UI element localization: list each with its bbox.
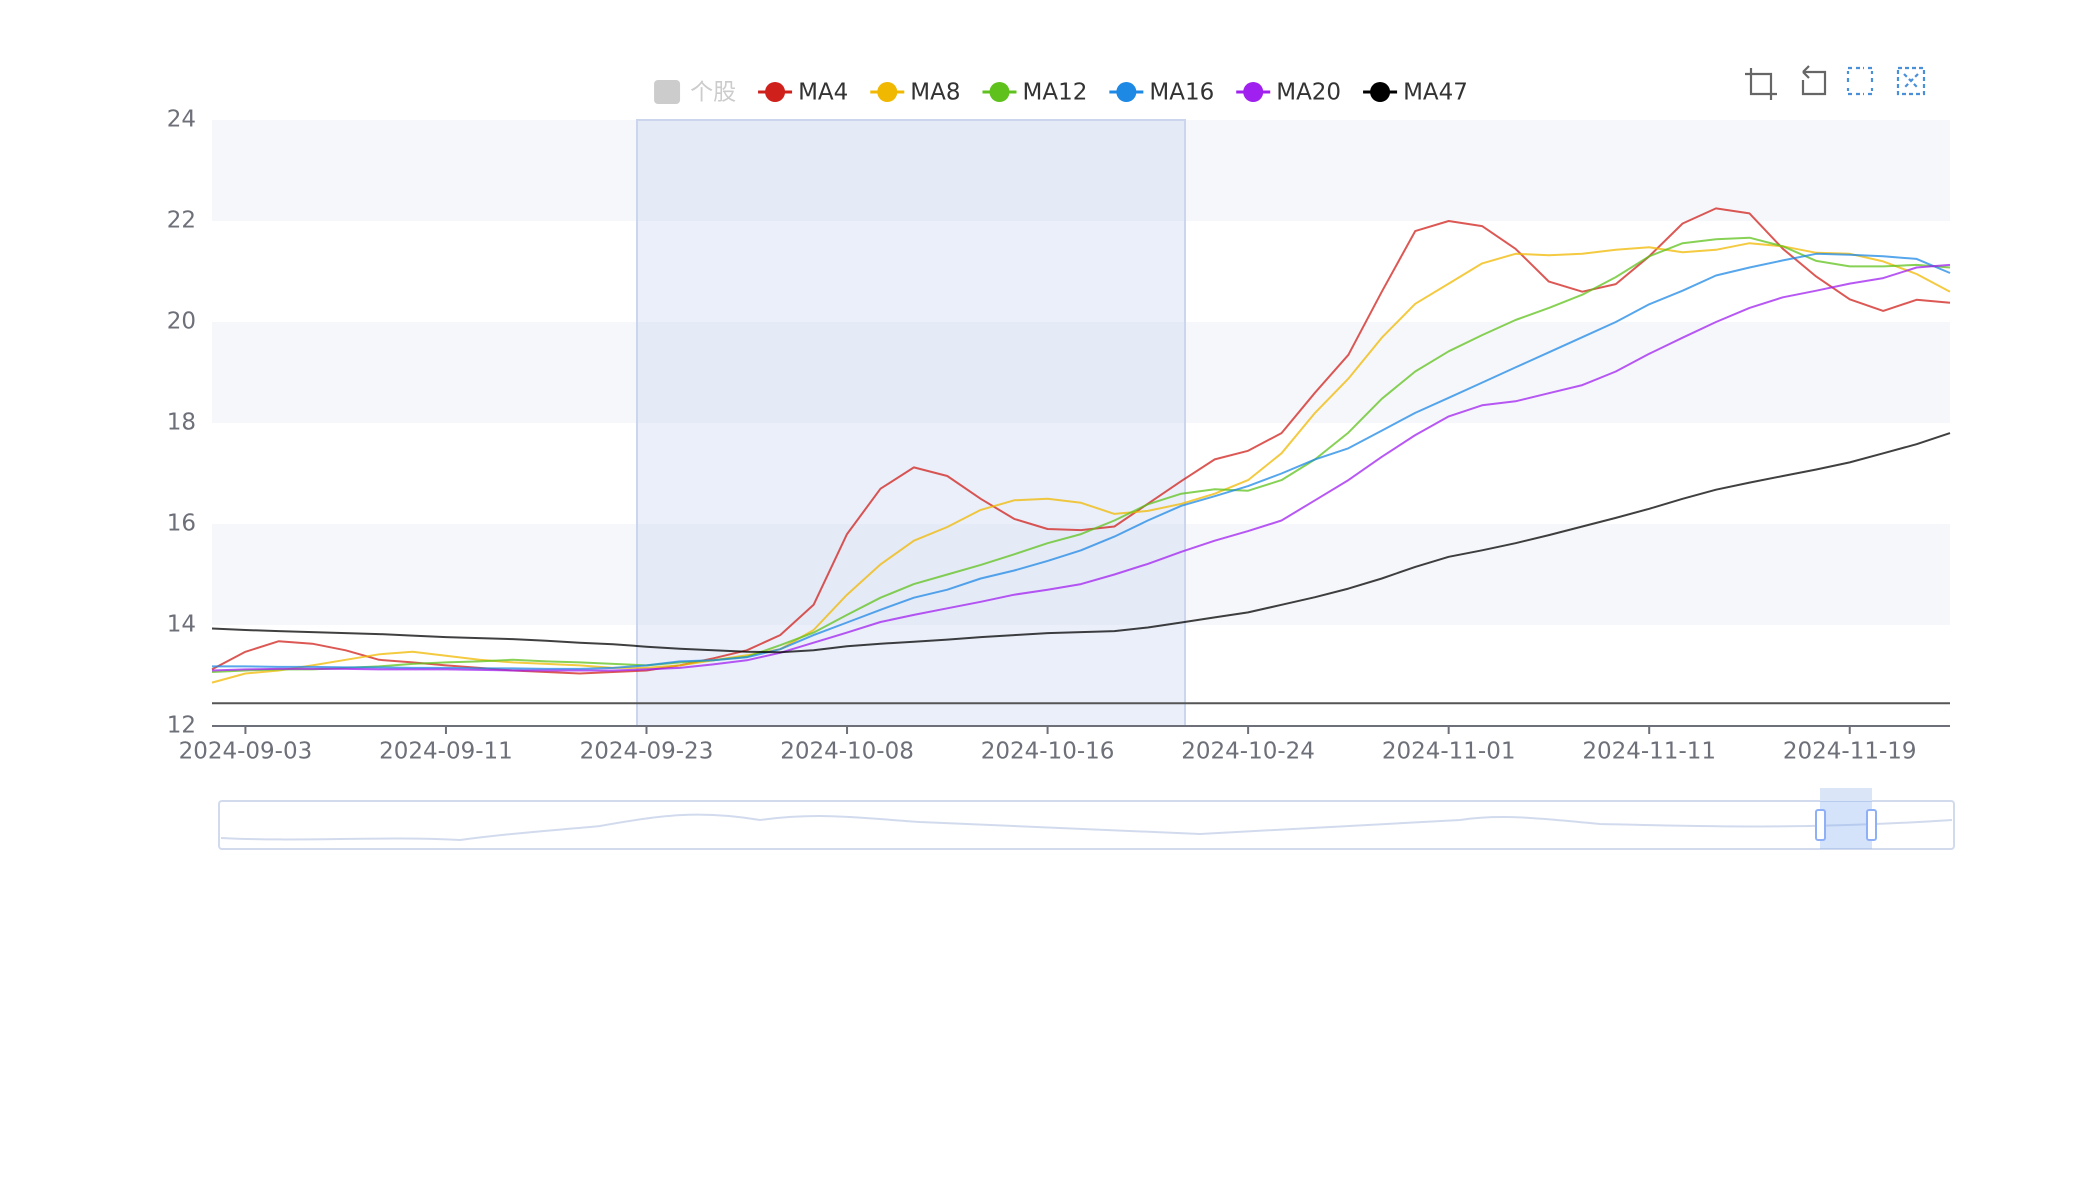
legend-item[interactable]: MA47 (1363, 80, 1468, 106)
zoom-window[interactable] (1820, 801, 1872, 849)
y-tick-label: 18 (167, 410, 196, 436)
legend-label: MA8 (910, 80, 960, 106)
legend-item[interactable]: MA16 (1109, 80, 1214, 106)
split-area (212, 120, 1950, 221)
split-area (212, 322, 1950, 423)
series-line (211, 236, 1951, 673)
x-tick-label: 2024-09-11 (379, 739, 513, 765)
brush-selection[interactable] (636, 119, 1186, 727)
split-area (212, 221, 1950, 322)
legend-label: MA4 (798, 80, 848, 106)
split-area (212, 524, 1950, 625)
x-tick-label: 2024-09-23 (580, 739, 714, 765)
brush-close-icon[interactable] (1896, 66, 1926, 96)
legend-icon (989, 82, 1010, 102)
legend-icon (765, 82, 786, 102)
x-tick-label: 2024-10-24 (1181, 739, 1315, 765)
x-tick-label: 2024-10-16 (981, 739, 1115, 765)
legend-icon (877, 82, 898, 102)
data-zoom[interactable] (218, 788, 1955, 850)
legend-label: MA12 (1023, 80, 1088, 106)
x-tick-label: 2024-10-08 (780, 739, 914, 765)
toolbox (1745, 65, 1926, 100)
series-line (212, 252, 1951, 670)
x-tick-label: 2024-09-03 (179, 739, 313, 765)
zoom-handle-right[interactable] (1866, 809, 1877, 841)
split-areas (212, 120, 1950, 726)
legend-icon (1116, 82, 1137, 102)
legend-icon (1243, 82, 1264, 102)
legend-label: MA20 (1276, 80, 1341, 106)
legend-label: 个股 (690, 80, 736, 106)
series-line (211, 432, 1951, 654)
split-area (212, 423, 1950, 524)
y-tick-label: 22 (167, 208, 196, 234)
legend-icon (654, 80, 681, 104)
series-line (211, 263, 1951, 672)
y-tick-label: 16 (167, 511, 196, 537)
y-tick-label: 24 (167, 107, 196, 133)
legend-icon (1370, 82, 1391, 102)
x-tick-label: 2024-11-19 (1783, 739, 1917, 765)
y-tick-label: 20 (167, 309, 196, 335)
zoom-mover[interactable] (1820, 788, 1872, 801)
legend-item[interactable]: 个股 (654, 80, 736, 106)
legend-item[interactable]: MA4 (758, 80, 848, 106)
brush-clear-icon[interactable] (1801, 65, 1827, 96)
legend-item[interactable]: MA8 (870, 80, 961, 106)
y-tick-label: 12 (167, 713, 196, 739)
legend-item[interactable]: MA12 (982, 80, 1088, 106)
split-area (212, 625, 1950, 726)
legend-label: MA47 (1403, 80, 1468, 106)
zoom-track (218, 800, 1955, 850)
brush-keep-icon[interactable] (1846, 66, 1874, 96)
y-tick-label: 14 (167, 612, 196, 638)
zoom-shadow (220, 813, 1953, 842)
legend-label: MA16 (1149, 80, 1214, 106)
zoom-handle-left[interactable] (1815, 809, 1826, 841)
series-line (211, 242, 1951, 684)
brush-rect-icon[interactable] (1745, 68, 1777, 100)
legend-item[interactable]: MA20 (1236, 80, 1341, 106)
x-tick-label: 2024-11-01 (1382, 739, 1516, 765)
x-tick-label: 2024-11-11 (1582, 739, 1716, 765)
